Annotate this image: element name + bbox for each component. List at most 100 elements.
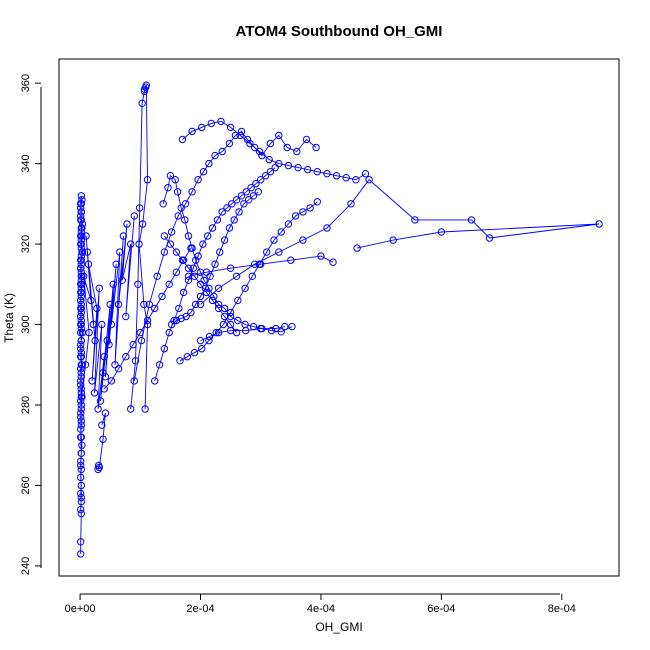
- data-point: [77, 373, 86, 381]
- data-point: [165, 328, 173, 337]
- data-point: [205, 336, 213, 345]
- data-point: [225, 139, 234, 148]
- x-tick-label: 2e-04: [186, 603, 214, 615]
- data-point: [213, 216, 222, 224]
- series-line: [80, 215, 135, 410]
- data-point: [160, 232, 169, 240]
- data-point: [77, 236, 86, 244]
- data-point: [231, 131, 240, 140]
- data-point: [127, 405, 135, 413]
- plot-frame: [58, 58, 620, 577]
- data-point: [258, 151, 266, 160]
- data-point: [214, 304, 223, 313]
- data-point: [140, 85, 149, 93]
- data-point: [217, 117, 225, 126]
- series-line: [103, 247, 192, 390]
- series-line: [80, 195, 83, 554]
- data-point: [77, 284, 86, 292]
- data-point: [77, 276, 86, 284]
- data-point: [242, 326, 250, 335]
- data-point: [77, 381, 85, 389]
- series-lines: [80, 85, 600, 554]
- data-point: [265, 155, 273, 164]
- data-point: [109, 280, 117, 288]
- data-point: [82, 232, 90, 240]
- data-point: [214, 328, 223, 337]
- data-point: [199, 168, 208, 176]
- data-point: [77, 538, 85, 546]
- data-point: [313, 168, 321, 176]
- data-point: [77, 377, 85, 385]
- data-point: [184, 276, 193, 284]
- data-point: [181, 216, 189, 224]
- data-point: [89, 320, 98, 329]
- data-point: [94, 465, 102, 474]
- data-point: [112, 260, 120, 268]
- data-point: [214, 300, 223, 309]
- data-point: [77, 449, 86, 457]
- data-point: [177, 204, 185, 212]
- data-point: [119, 232, 128, 240]
- data-point: [77, 497, 86, 506]
- data-point: [236, 131, 244, 140]
- data-point: [176, 357, 184, 365]
- data-point: [106, 300, 114, 309]
- data-point: [134, 280, 142, 288]
- data-point: [77, 256, 86, 264]
- data-point: [83, 248, 92, 256]
- data-point: [77, 300, 86, 309]
- data-point: [143, 320, 152, 329]
- data-point: [77, 401, 86, 409]
- data-point: [226, 320, 235, 329]
- data-point: [192, 300, 200, 309]
- series-line: [182, 120, 366, 181]
- data-point: [194, 176, 202, 184]
- data-point: [263, 248, 271, 256]
- data-point: [78, 248, 87, 256]
- data-point: [77, 365, 85, 373]
- x-tick-label: 6e-04: [427, 603, 455, 615]
- data-point: [437, 228, 446, 236]
- data-point: [365, 176, 373, 184]
- data-point: [299, 208, 307, 216]
- data-point: [196, 336, 205, 345]
- x-tick-label: 4e-04: [307, 603, 335, 615]
- data-point: [77, 397, 85, 405]
- data-point: [361, 170, 370, 178]
- data-point: [80, 272, 88, 280]
- data-point: [77, 224, 86, 232]
- data-point: [135, 240, 143, 248]
- x-ticks: 0e+00 2e-04 4e-04 6e-04 8e-04: [65, 594, 576, 615]
- data-point: [77, 336, 86, 345]
- data-point: [94, 405, 102, 413]
- data-point: [173, 188, 182, 196]
- data-point: [272, 324, 280, 333]
- data-point: [232, 196, 241, 204]
- data-point: [139, 220, 147, 228]
- data-point: [323, 170, 331, 178]
- data-point: [99, 435, 107, 443]
- data-point: [77, 260, 86, 268]
- data-point: [179, 256, 188, 264]
- data-point: [90, 389, 99, 397]
- data-point: [211, 260, 219, 268]
- data-point: [411, 216, 419, 224]
- data-point: [216, 248, 224, 256]
- data-point: [184, 264, 193, 272]
- data-point: [101, 373, 110, 381]
- data-point: [182, 312, 190, 321]
- data-point: [299, 236, 307, 244]
- x-axis-label: OH_GMI: [315, 620, 362, 634]
- data-point: [275, 159, 283, 168]
- data-point: [266, 168, 275, 176]
- data-point: [123, 220, 131, 228]
- x-tick-label: 8e-04: [548, 603, 576, 615]
- data-point: [225, 224, 234, 232]
- data-point: [194, 252, 202, 260]
- data-point: [207, 119, 216, 128]
- data-point: [485, 234, 494, 242]
- series-line: [179, 201, 318, 362]
- y-tick-label: 320: [20, 235, 32, 253]
- data-point: [342, 174, 350, 182]
